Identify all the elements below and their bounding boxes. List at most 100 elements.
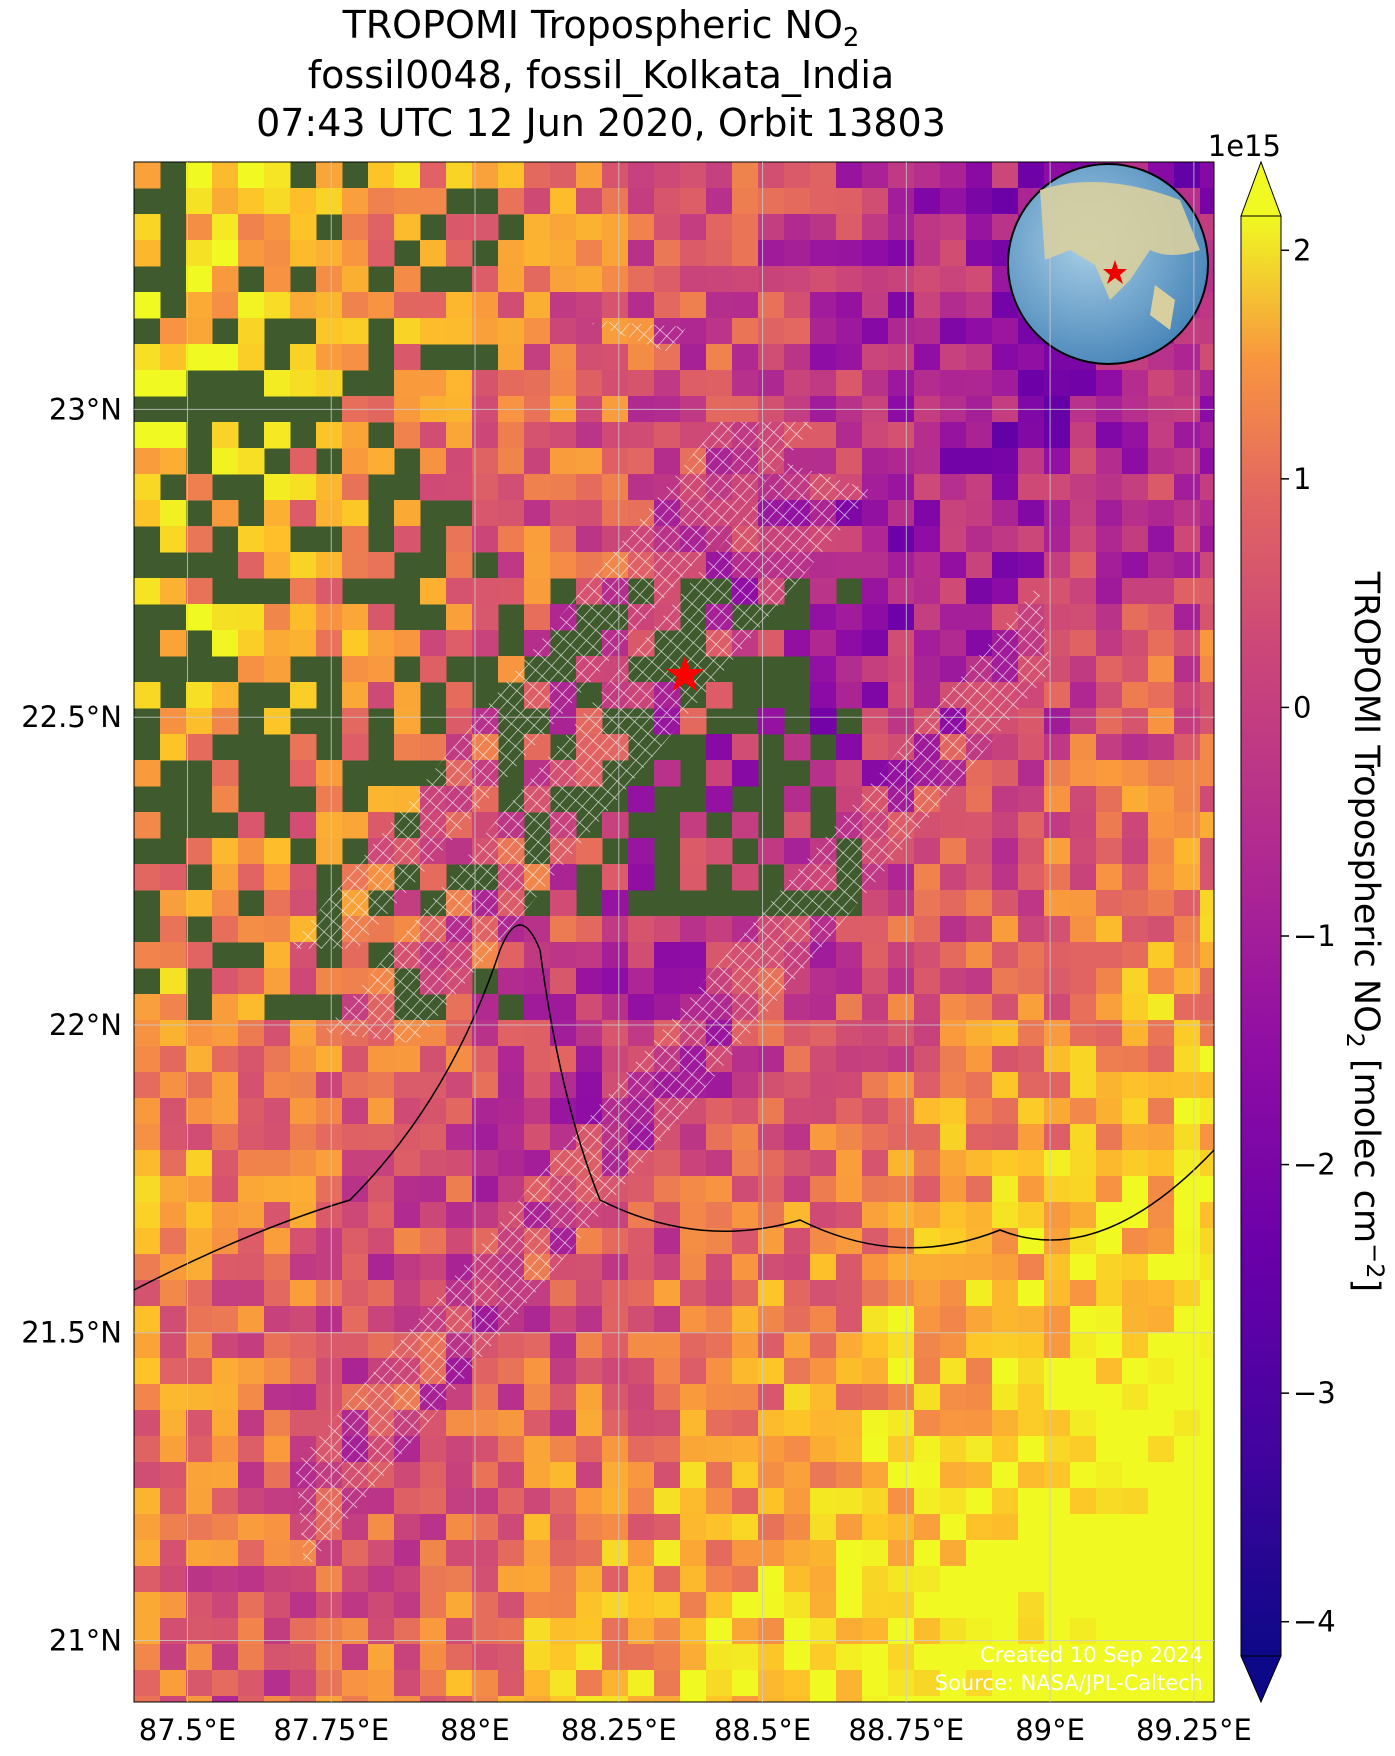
tropomi-pixel [238,1332,265,1359]
tropomi-pixel [940,266,967,293]
tropomi-pixel [524,1384,551,1411]
tropomi-pixel [1070,370,1097,397]
tropomi-pixel [1044,1306,1071,1333]
tropomi-pixel [680,1358,707,1385]
tropomi-pixel [1122,1436,1149,1463]
colorbar-tick-label: −4 [1293,1605,1336,1639]
tropomi-pixel [576,474,603,501]
tropomi-pixel [966,1228,993,1255]
tropomi-pixel [420,1124,447,1151]
tropomi-pixel [888,890,915,917]
tropomi-pixel [602,1358,629,1385]
tropomi-pixel [1018,760,1045,787]
tropomi-pixel [1044,1098,1071,1125]
tropomi-pixel [186,1150,213,1177]
tropomi-pixel [732,760,759,787]
tropomi-pixel [810,1410,837,1437]
tropomi-pixel [212,760,239,787]
tropomi-pixel [1044,708,1071,735]
tropomi-pixel [784,1046,811,1073]
tropomi-pixel [550,1696,577,1702]
tropomi-pixel [186,1566,213,1593]
tropomi-pixel [394,1046,421,1073]
tropomi-pixel [992,1150,1019,1177]
tropomi-pixel [264,968,291,995]
tropomi-pixel [342,1644,369,1671]
tropomi-pixel [186,604,213,631]
tropomi-pixel [576,1514,603,1541]
tropomi-pixel [1200,1332,1214,1359]
tropomi-pixel [680,162,707,189]
tropomi-pixel [862,1150,889,1177]
tropomi-pixel [1122,1410,1149,1437]
tropomi-pixel [654,1358,681,1385]
tropomi-pixel [394,1280,421,1307]
tropomi-pixel [134,1592,161,1619]
tropomi-pixel [940,214,967,241]
tropomi-pixel [394,1254,421,1281]
tropomi-pixel [238,1488,265,1515]
tropomi-pixel [1018,344,1045,371]
tropomi-pixel [446,1644,473,1671]
tropomi-pixel [238,656,265,683]
tropomi-pixel [1122,370,1149,397]
tropomi-pixel [784,162,811,189]
tropomi-pixel [784,1696,811,1702]
tropomi-pixel [836,162,863,189]
tropomi-pixel [342,1098,369,1125]
tropomi-pixel [1096,552,1123,579]
tropomi-pixel [342,682,369,709]
tropomi-pixel [498,1462,525,1489]
tropomi-pixel [316,1072,343,1099]
tropomi-pixel [316,552,343,579]
tropomi-pixel [862,682,889,709]
tropomi-pixel [992,448,1019,475]
tropomi-pixel [316,1384,343,1411]
tropomi-pixel [1174,1254,1201,1281]
tropomi-pixel [602,890,629,917]
tropomi-pixel [836,1046,863,1073]
tropomi-pixel [1200,500,1214,527]
tropomi-pixel [810,1228,837,1255]
tropomi-pixel [784,1670,811,1697]
tropomi-pixel [420,1046,447,1073]
tropomi-pixel [1148,1332,1175,1359]
tropomi-pixel [1122,838,1149,865]
tropomi-pixel [940,864,967,891]
x-tick-label: 87.5°E [139,1713,236,1747]
tropomi-pixel [264,630,291,657]
tropomi-pixel [810,1332,837,1359]
tropomi-pixel [368,656,395,683]
tropomi-pixel [914,1514,941,1541]
tropomi-pixel [628,1254,655,1281]
tropomi-pixel [524,162,551,189]
tropomi-pixel [914,916,941,943]
tropomi-pixel [498,1644,525,1671]
tropomi-pixel [966,578,993,605]
tropomi-pixel [628,370,655,397]
tropomi-pixel [810,760,837,787]
tropomi-pixel [862,214,889,241]
tropomi-pixel [368,1176,395,1203]
tropomi-pixel [914,188,941,215]
tropomi-pixel [186,1176,213,1203]
tropomi-pixel [784,1254,811,1281]
tropomi-pixel [602,1410,629,1437]
tropomi-pixel [602,1644,629,1671]
tropomi-pixel [186,188,213,215]
tropomi-pixel [1148,838,1175,865]
tropomi-pixel [212,916,239,943]
tropomi-pixel [628,1436,655,1463]
tropomi-pixel [420,1566,447,1593]
tropomi-pixel [420,578,447,605]
tropomi-pixel [420,1644,447,1671]
tropomi-pixel [498,448,525,475]
tropomi-pixel [966,1176,993,1203]
tropomi-pixel [1200,708,1214,735]
tropomi-pixel [1200,760,1214,787]
tropomi-pixel [134,1072,161,1099]
tropomi-pixel [368,1514,395,1541]
tropomi-pixel [836,968,863,995]
tropomi-pixel [888,1410,915,1437]
tropomi-pixel [862,1098,889,1125]
